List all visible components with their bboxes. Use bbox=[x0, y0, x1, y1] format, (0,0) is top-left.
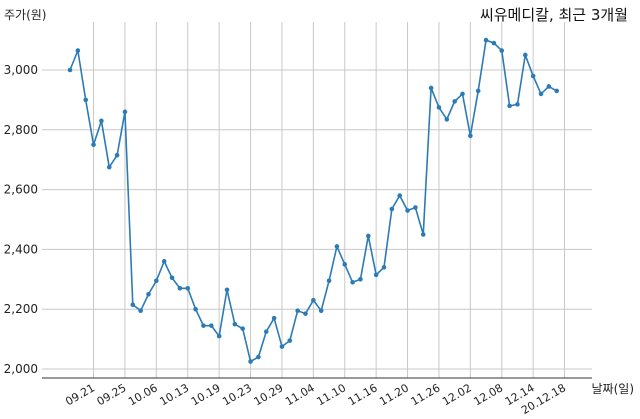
data-point bbox=[216, 333, 222, 339]
x-tick-label: 10.23 bbox=[220, 381, 254, 408]
data-point bbox=[538, 91, 544, 97]
x-tick-label: 11.20 bbox=[377, 381, 411, 408]
data-point bbox=[318, 308, 324, 313]
y-tick-label: 2,000 bbox=[4, 362, 38, 376]
data-point bbox=[209, 323, 214, 328]
data-point bbox=[138, 308, 143, 313]
data-point bbox=[334, 244, 340, 249]
data-point bbox=[99, 118, 104, 124]
data-point bbox=[381, 265, 387, 270]
data-point bbox=[75, 48, 81, 53]
data-point bbox=[83, 97, 88, 103]
data-point bbox=[468, 133, 473, 139]
data-point bbox=[405, 208, 410, 213]
series-group bbox=[67, 37, 559, 364]
data-point bbox=[240, 326, 245, 331]
data-point bbox=[232, 321, 238, 327]
data-point bbox=[295, 308, 300, 313]
chart-title: 씨유메디칼, 최근 3개월 bbox=[479, 6, 628, 24]
data-point bbox=[130, 302, 136, 308]
x-tick-label: 10.13 bbox=[157, 381, 191, 408]
data-point bbox=[287, 338, 293, 343]
x-tick-label: 11.26 bbox=[409, 381, 443, 408]
data-point bbox=[483, 37, 489, 43]
x-tick-label: 10.06 bbox=[126, 381, 160, 408]
data-point bbox=[350, 279, 355, 285]
x-tick-label: 10.19 bbox=[189, 381, 223, 408]
data-point bbox=[475, 88, 481, 94]
data-point bbox=[169, 275, 175, 281]
x-axis-label: 날짜(일) bbox=[591, 382, 634, 396]
data-point bbox=[279, 344, 285, 349]
grid-lines bbox=[42, 22, 592, 378]
data-point bbox=[248, 359, 253, 364]
data-point bbox=[154, 278, 159, 284]
x-tick-label: 11.16 bbox=[346, 381, 380, 408]
data-point bbox=[460, 91, 465, 97]
y-axis-label: 주가(원) bbox=[4, 8, 47, 22]
x-tick-label: 11.10 bbox=[314, 381, 348, 408]
data-point bbox=[491, 40, 497, 46]
y-tick-label: 2,200 bbox=[4, 302, 38, 316]
y-tick-label: 2,600 bbox=[4, 183, 38, 197]
data-point bbox=[499, 48, 505, 53]
data-point bbox=[67, 67, 73, 73]
data-point bbox=[420, 232, 426, 237]
data-point bbox=[366, 233, 371, 239]
data-point bbox=[303, 311, 308, 316]
data-point bbox=[546, 84, 552, 89]
data-point bbox=[428, 85, 434, 91]
data-point bbox=[413, 205, 418, 210]
data-point bbox=[530, 73, 536, 79]
data-point bbox=[185, 285, 191, 291]
data-point bbox=[193, 306, 198, 312]
data-point bbox=[256, 354, 261, 360]
data-point bbox=[161, 259, 167, 264]
data-point bbox=[201, 323, 206, 328]
data-point bbox=[326, 278, 332, 284]
data-point bbox=[263, 329, 269, 334]
x-tick-labels: 09.2109.2510.0610.1310.1910.2310.2911.04… bbox=[63, 381, 568, 417]
data-point bbox=[397, 193, 403, 198]
data-point bbox=[106, 164, 112, 170]
y-tick-label: 2,800 bbox=[4, 123, 38, 137]
data-point bbox=[436, 105, 442, 110]
y-tick-label: 2,400 bbox=[4, 242, 38, 256]
x-tick-label: 12.08 bbox=[471, 381, 505, 408]
y-tick-labels: 2,000 2,200 2,400 2,600 2,800 3,000 bbox=[4, 63, 38, 376]
x-tick-label: 12.02 bbox=[440, 381, 474, 408]
data-point bbox=[389, 206, 395, 212]
data-point bbox=[507, 103, 512, 109]
y-tick-label: 3,000 bbox=[4, 63, 38, 77]
data-point bbox=[452, 99, 457, 104]
data-point bbox=[554, 88, 559, 94]
data-point bbox=[342, 262, 348, 267]
data-point bbox=[515, 102, 520, 107]
data-point bbox=[271, 315, 277, 321]
x-tick-label: 11.04 bbox=[283, 381, 317, 408]
data-point bbox=[91, 142, 96, 148]
data-point bbox=[358, 277, 363, 282]
data-point bbox=[146, 291, 151, 297]
data-point bbox=[523, 52, 528, 58]
data-point bbox=[177, 285, 183, 291]
x-tick-label: 09.25 bbox=[95, 381, 129, 408]
data-point bbox=[444, 117, 450, 122]
data-point bbox=[311, 297, 316, 303]
data-point bbox=[114, 152, 120, 158]
data-point bbox=[122, 109, 128, 115]
x-tick-label: 09.21 bbox=[63, 381, 97, 408]
x-tick-label: 10.29 bbox=[252, 381, 286, 408]
data-point bbox=[224, 287, 230, 293]
data-point bbox=[373, 272, 379, 278]
